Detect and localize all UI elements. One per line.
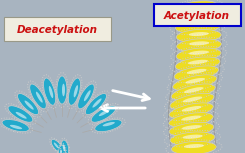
Ellipse shape xyxy=(185,4,205,8)
Ellipse shape xyxy=(68,78,80,105)
Ellipse shape xyxy=(187,69,207,74)
Ellipse shape xyxy=(175,20,220,33)
Ellipse shape xyxy=(175,57,220,71)
Ellipse shape xyxy=(170,93,214,109)
Text: Deacetylation: Deacetylation xyxy=(16,25,98,35)
Ellipse shape xyxy=(61,140,69,153)
Ellipse shape xyxy=(184,144,204,148)
Ellipse shape xyxy=(182,106,201,112)
Ellipse shape xyxy=(189,51,209,55)
Ellipse shape xyxy=(177,39,221,52)
Ellipse shape xyxy=(188,60,208,64)
Ellipse shape xyxy=(18,93,38,115)
Ellipse shape xyxy=(78,84,94,109)
Ellipse shape xyxy=(173,75,217,91)
Ellipse shape xyxy=(189,32,209,36)
Ellipse shape xyxy=(30,84,46,109)
Ellipse shape xyxy=(95,119,122,132)
Ellipse shape xyxy=(169,103,213,118)
Ellipse shape xyxy=(36,92,43,103)
Ellipse shape xyxy=(188,23,208,27)
Ellipse shape xyxy=(8,106,33,122)
FancyBboxPatch shape xyxy=(154,4,241,26)
Ellipse shape xyxy=(99,109,110,116)
Ellipse shape xyxy=(173,1,217,15)
Ellipse shape xyxy=(183,135,203,139)
Ellipse shape xyxy=(169,122,214,136)
Ellipse shape xyxy=(84,90,91,101)
Ellipse shape xyxy=(59,145,65,153)
Ellipse shape xyxy=(176,48,221,62)
Ellipse shape xyxy=(174,66,219,81)
Ellipse shape xyxy=(86,93,107,115)
Ellipse shape xyxy=(2,119,29,132)
Ellipse shape xyxy=(62,84,65,96)
Ellipse shape xyxy=(187,13,207,18)
Ellipse shape xyxy=(63,144,65,151)
Ellipse shape xyxy=(182,125,202,130)
Ellipse shape xyxy=(171,84,215,100)
Ellipse shape xyxy=(176,29,221,43)
Ellipse shape xyxy=(189,41,209,45)
Ellipse shape xyxy=(185,78,205,84)
Ellipse shape xyxy=(92,98,102,108)
Ellipse shape xyxy=(184,87,204,93)
Ellipse shape xyxy=(183,97,202,102)
FancyBboxPatch shape xyxy=(4,17,111,41)
Ellipse shape xyxy=(60,149,62,153)
Ellipse shape xyxy=(24,101,34,110)
Text: Acetylation: Acetylation xyxy=(164,11,230,21)
Ellipse shape xyxy=(74,85,78,97)
Ellipse shape xyxy=(169,113,213,127)
Ellipse shape xyxy=(16,112,27,119)
Ellipse shape xyxy=(172,141,216,153)
Ellipse shape xyxy=(57,76,67,104)
Ellipse shape xyxy=(170,132,215,145)
Ellipse shape xyxy=(44,78,56,105)
Ellipse shape xyxy=(91,106,116,122)
Ellipse shape xyxy=(181,116,201,121)
Ellipse shape xyxy=(49,86,53,98)
Ellipse shape xyxy=(10,125,22,129)
Ellipse shape xyxy=(54,142,59,148)
Ellipse shape xyxy=(103,122,115,126)
Ellipse shape xyxy=(51,140,63,153)
Ellipse shape xyxy=(174,11,219,24)
